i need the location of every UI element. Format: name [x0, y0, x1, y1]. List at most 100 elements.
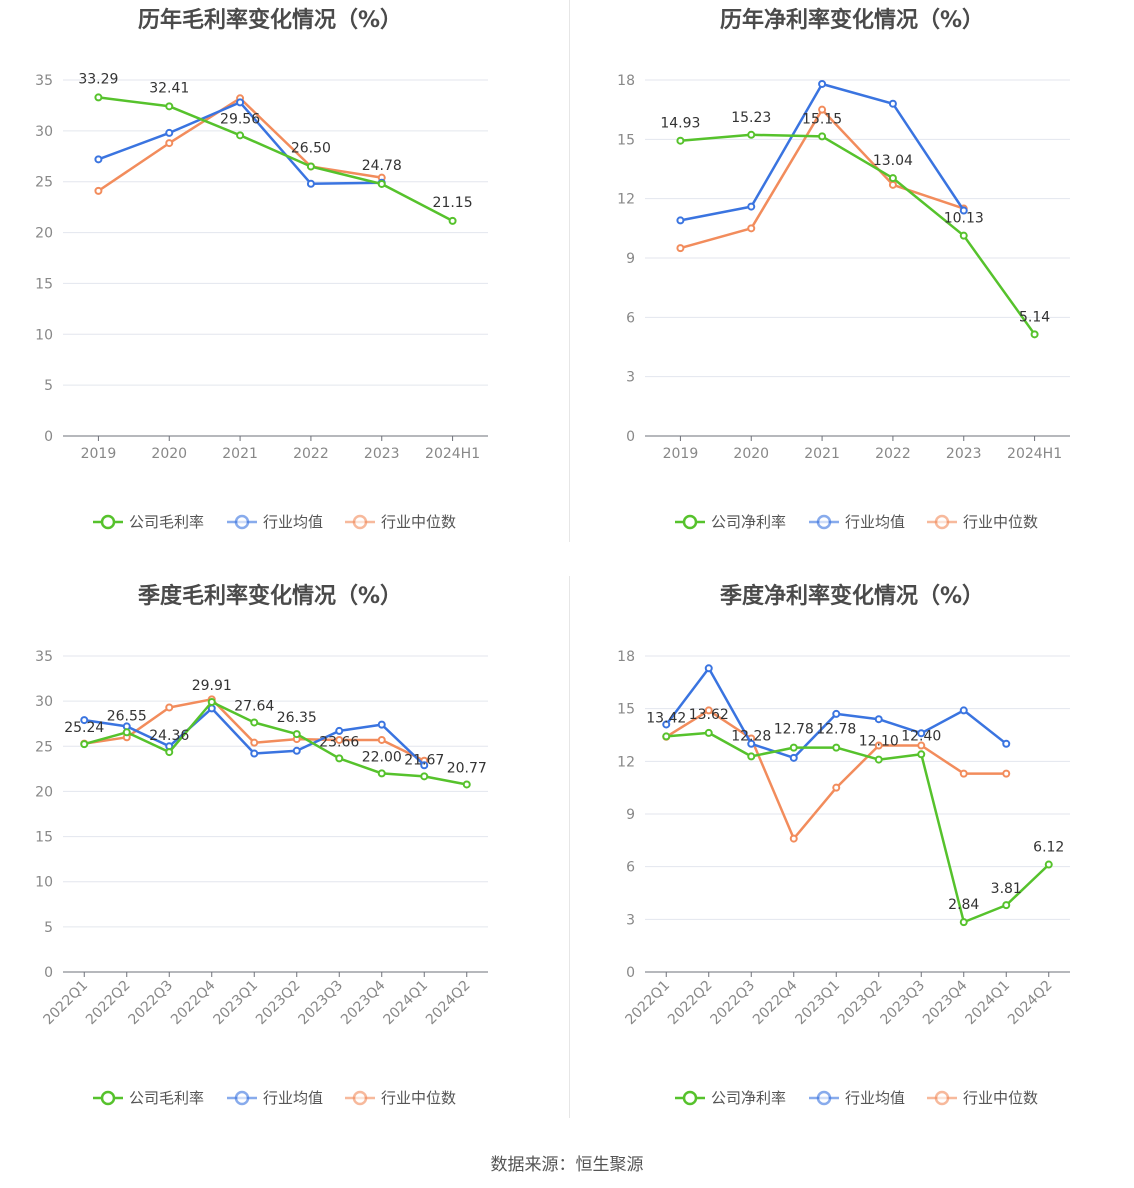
data-point-company — [448, 216, 457, 225]
chart-title: 季度净利率变化情况（%） — [719, 584, 985, 609]
data-point-avg — [747, 202, 756, 211]
y-tick-label: 20 — [35, 784, 53, 800]
y-tick-label: 25 — [35, 175, 53, 191]
data-point-company — [165, 102, 174, 111]
y-tick-label: 10 — [35, 875, 53, 891]
legend-label: 行业均值 — [263, 513, 323, 531]
data-label: 32.41 — [149, 80, 189, 96]
x-tick-label: 2024Q1 — [962, 978, 1013, 1029]
data-point-company — [676, 136, 685, 145]
data-label: 21.67 — [404, 752, 444, 768]
y-tick-label: 6 — [626, 860, 635, 876]
x-tick-label: 2022 — [293, 446, 329, 462]
data-point-avg — [959, 206, 968, 215]
x-tick-label: 2023Q3 — [295, 978, 346, 1029]
legend-item-avg: 行业均值 — [809, 513, 905, 531]
series-line-company — [98, 96, 454, 223]
series-line-company — [680, 133, 1036, 336]
y-tick-label: 0 — [626, 429, 635, 445]
y-tick-label: 12 — [617, 192, 635, 208]
y-tick-label: 9 — [626, 807, 635, 823]
data-point-company — [959, 918, 968, 927]
y-tick-label: 15 — [35, 276, 53, 292]
data-label: 24.36 — [149, 728, 189, 744]
panel-divider — [569, 576, 570, 1118]
y-tick-label: 0 — [44, 429, 53, 445]
y-tick-label: 35 — [35, 73, 53, 89]
data-label: 15.15 — [802, 111, 842, 127]
legend-item-avg: 行业均值 — [227, 1089, 323, 1107]
chart-title: 历年毛利率变化情况（%） — [137, 8, 403, 33]
data-label: 10.13 — [944, 211, 984, 227]
data-label: 12.40 — [901, 728, 941, 744]
data-label: 14.93 — [660, 116, 700, 132]
chart-quarterly-net-margin: 0 3 6 9 12 15 18 2022Q12022Q22022Q32022Q42023Q1… — [617, 649, 1070, 1107]
data-point-avg — [1002, 739, 1011, 748]
legend-label: 行业中位数 — [963, 513, 1038, 531]
data-point-company — [377, 769, 386, 778]
y-tick-label: 15 — [617, 132, 635, 148]
legend-label: 行业中位数 — [381, 513, 456, 531]
x-tick-label: 2019 — [81, 446, 117, 462]
data-point-company — [420, 772, 429, 781]
legend-swatch-marker — [234, 514, 250, 530]
data-point-company — [80, 740, 89, 749]
data-label: 6.12 — [1033, 840, 1064, 856]
data-label: 20.77 — [447, 760, 487, 776]
x-tick-label: 2023Q3 — [877, 978, 928, 1029]
chart-quarterly-gross-margin: 051015202530352022Q12022Q22022Q32022Q420… — [35, 649, 488, 1107]
data-point-company — [832, 743, 841, 752]
data-point-median — [874, 741, 883, 750]
legend-item-median: 行业中位数 — [345, 1089, 456, 1107]
legend-label: 公司净利率 — [711, 513, 786, 531]
data-point-median — [747, 224, 756, 233]
y-tick-label: 18 — [617, 649, 635, 665]
x-tick-label: 2020 — [733, 446, 769, 462]
legend-item-company: 公司毛利率 — [93, 513, 204, 531]
y-tick-label: 25 — [35, 739, 53, 755]
data-label: 15.23 — [731, 110, 771, 126]
y-tick-label: 3 — [626, 912, 635, 928]
y-tick-label: 30 — [35, 694, 53, 710]
data-point-median — [250, 738, 259, 747]
y-tick-label: 0 — [626, 965, 635, 981]
data-point-avg — [306, 179, 315, 188]
data-point-avg — [789, 753, 798, 762]
data-label: 12.78 — [816, 722, 856, 738]
x-tick-label: 2024H1 — [1007, 446, 1062, 462]
x-tick-label: 2022Q4 — [168, 977, 219, 1028]
legend-item-company: 公司净利率 — [675, 1089, 786, 1107]
data-point-avg — [377, 720, 386, 729]
data-point-company — [292, 730, 301, 739]
chart-title: 季度毛利率变化情况（%） — [137, 584, 403, 609]
legend-item-median: 行业中位数 — [927, 513, 1038, 531]
data-point-avg — [959, 706, 968, 715]
legend-swatch-marker — [352, 514, 368, 530]
data-point-company — [1044, 860, 1053, 869]
data-label: 3.81 — [991, 881, 1022, 897]
panel-annual-net-margin: 历年净利率变化情况（%） 0 3 6 9 12 15 18 2019 2020 2021 2022 2… — [582, 0, 1134, 576]
data-label: 12.78 — [774, 722, 814, 738]
x-tick-label: 2023 — [364, 446, 400, 462]
legend-swatch-marker — [682, 1090, 698, 1106]
data-point-company — [377, 179, 386, 188]
data-point-median — [94, 186, 103, 195]
legend-item-median: 行业中位数 — [345, 513, 456, 531]
data-point-company — [704, 728, 713, 737]
y-tick-label: 9 — [626, 251, 635, 267]
panel-divider — [569, 0, 570, 542]
data-label: 5.14 — [1019, 309, 1050, 325]
data-point-avg — [80, 716, 89, 725]
data-label: 26.35 — [277, 710, 317, 726]
legend-label: 行业中位数 — [963, 1089, 1038, 1107]
chart-annual-net-margin: 0 3 6 9 12 15 18 2019 2020 2021 2022 2023 2024H1 14.9… — [617, 73, 1070, 531]
y-tick-label: 10 — [35, 327, 53, 343]
legend-label: 公司净利率 — [711, 1089, 786, 1107]
y-tick-label: 30 — [35, 124, 53, 140]
x-tick-label: 2022Q1 — [622, 978, 673, 1029]
data-label: 13.42 — [646, 710, 686, 726]
data-point-company — [335, 754, 344, 763]
data-point-company — [94, 93, 103, 102]
data-point-company — [122, 728, 131, 737]
legend-swatch-marker — [934, 1090, 950, 1106]
